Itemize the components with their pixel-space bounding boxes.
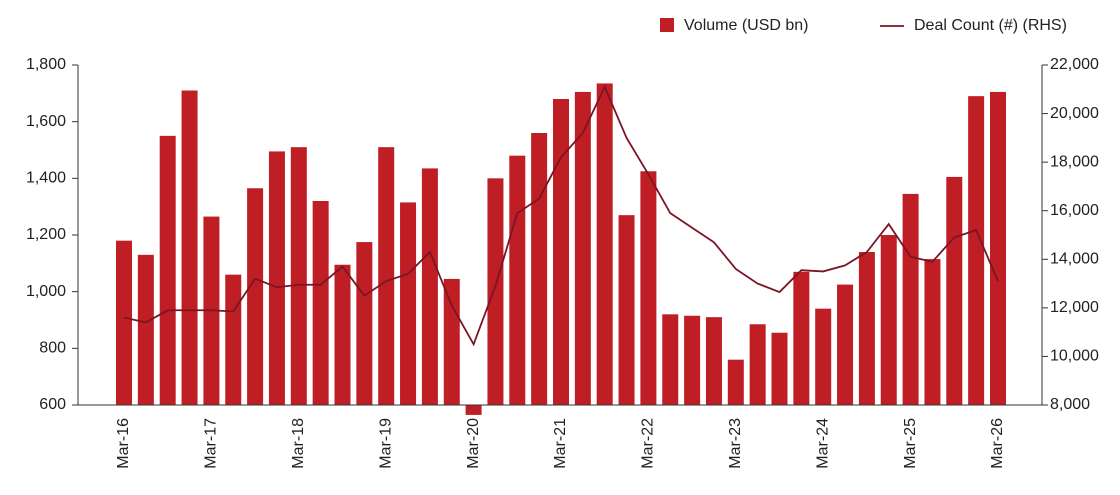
x-tick-label: Mar-23 — [727, 418, 744, 469]
x-tick-label: Mar-19 — [377, 418, 394, 469]
bar — [225, 274, 242, 405]
bar — [946, 176, 963, 405]
bar — [378, 147, 395, 405]
bar — [137, 254, 154, 405]
y-tick-label: 1,000 — [26, 283, 66, 300]
y-tick-label: 1,800 — [26, 56, 66, 73]
bar — [705, 317, 722, 405]
bar — [771, 332, 788, 405]
bar — [793, 271, 810, 405]
legend-label: Deal Count (#) (RHS) — [914, 17, 1067, 34]
y2-tick-label: 10,000 — [1050, 348, 1099, 365]
x-tick-label: Mar-16 — [115, 418, 132, 469]
bar — [618, 215, 635, 405]
x-tick-label: Mar-24 — [814, 418, 831, 469]
bar — [662, 314, 679, 405]
bar — [596, 83, 613, 406]
bar — [727, 359, 744, 405]
bar — [509, 155, 526, 405]
bar — [684, 315, 701, 405]
bar — [553, 99, 569, 405]
bar — [990, 91, 1006, 406]
y2-tick-label: 20,000 — [1050, 105, 1099, 122]
y2-tick-label: 18,000 — [1050, 153, 1099, 170]
x-tick-label: Mar-18 — [290, 418, 307, 469]
y-tick-label: 1,400 — [26, 170, 66, 187]
line — [123, 84, 999, 347]
x-tick-label: Mar-26 — [989, 418, 1006, 469]
bar — [247, 188, 264, 405]
x-tick-label: Mar-25 — [902, 418, 919, 469]
y2-tick-label: 16,000 — [1050, 202, 1099, 219]
y2-tick-label: 14,000 — [1050, 251, 1099, 268]
bar — [837, 284, 854, 405]
bar — [443, 278, 460, 405]
y-tick-label: 1,600 — [26, 113, 66, 130]
y2-tick-label: 8,000 — [1050, 396, 1090, 413]
bar — [858, 252, 875, 405]
legend-swatch — [660, 18, 674, 32]
y2-tick-label: 22,000 — [1050, 56, 1099, 73]
bar — [421, 168, 438, 405]
bar — [181, 90, 198, 405]
bar — [268, 151, 285, 405]
bar — [312, 201, 329, 405]
bar — [400, 202, 417, 405]
y-tick-label: 800 — [39, 340, 66, 357]
x-tick-label: Mar-17 — [203, 418, 220, 469]
y-tick-label: 1,200 — [26, 226, 66, 243]
bar — [356, 242, 373, 405]
bar — [487, 178, 504, 405]
bar — [465, 405, 482, 415]
x-tick-label: Mar-22 — [640, 418, 657, 469]
bar — [640, 171, 657, 405]
bar — [531, 133, 548, 405]
bar — [574, 91, 591, 406]
x-tick-label: Mar-20 — [465, 418, 482, 469]
bar — [159, 135, 176, 406]
bar — [880, 235, 897, 405]
x-tick-label: Mar-21 — [552, 418, 569, 469]
y-tick-label: 600 — [39, 396, 66, 413]
legend-label: Volume (USD bn) — [684, 17, 809, 34]
bar — [815, 308, 832, 405]
bar — [902, 193, 919, 405]
bar — [968, 96, 985, 406]
bar — [924, 259, 941, 405]
bar — [334, 264, 351, 405]
y2-tick-label: 12,000 — [1050, 299, 1099, 316]
bar — [116, 240, 132, 405]
bar — [290, 147, 307, 405]
bar — [749, 324, 766, 405]
